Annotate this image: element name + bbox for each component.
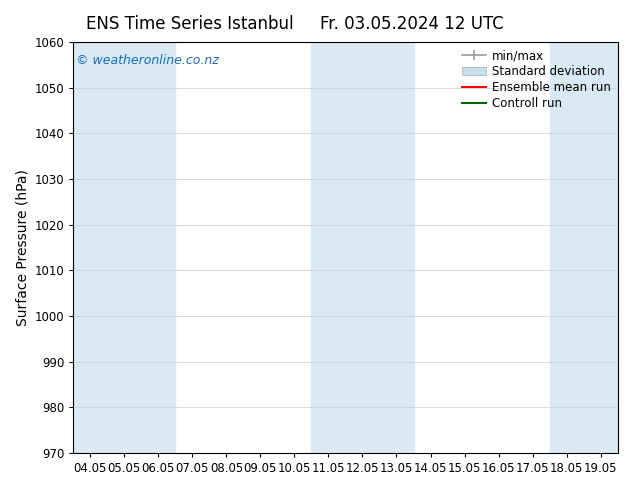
Y-axis label: Surface Pressure (hPa): Surface Pressure (hPa) [15,169,29,326]
Legend: min/max, Standard deviation, Ensemble mean run, Controll run: min/max, Standard deviation, Ensemble me… [458,46,614,114]
Text: © weatheronline.co.nz: © weatheronline.co.nz [76,54,219,68]
Bar [550,42,618,453]
Bar [311,42,413,453]
Text: Fr. 03.05.2024 12 UTC: Fr. 03.05.2024 12 UTC [320,15,504,33]
Bar [74,42,176,453]
Text: ENS Time Series Istanbul: ENS Time Series Istanbul [86,15,294,33]
